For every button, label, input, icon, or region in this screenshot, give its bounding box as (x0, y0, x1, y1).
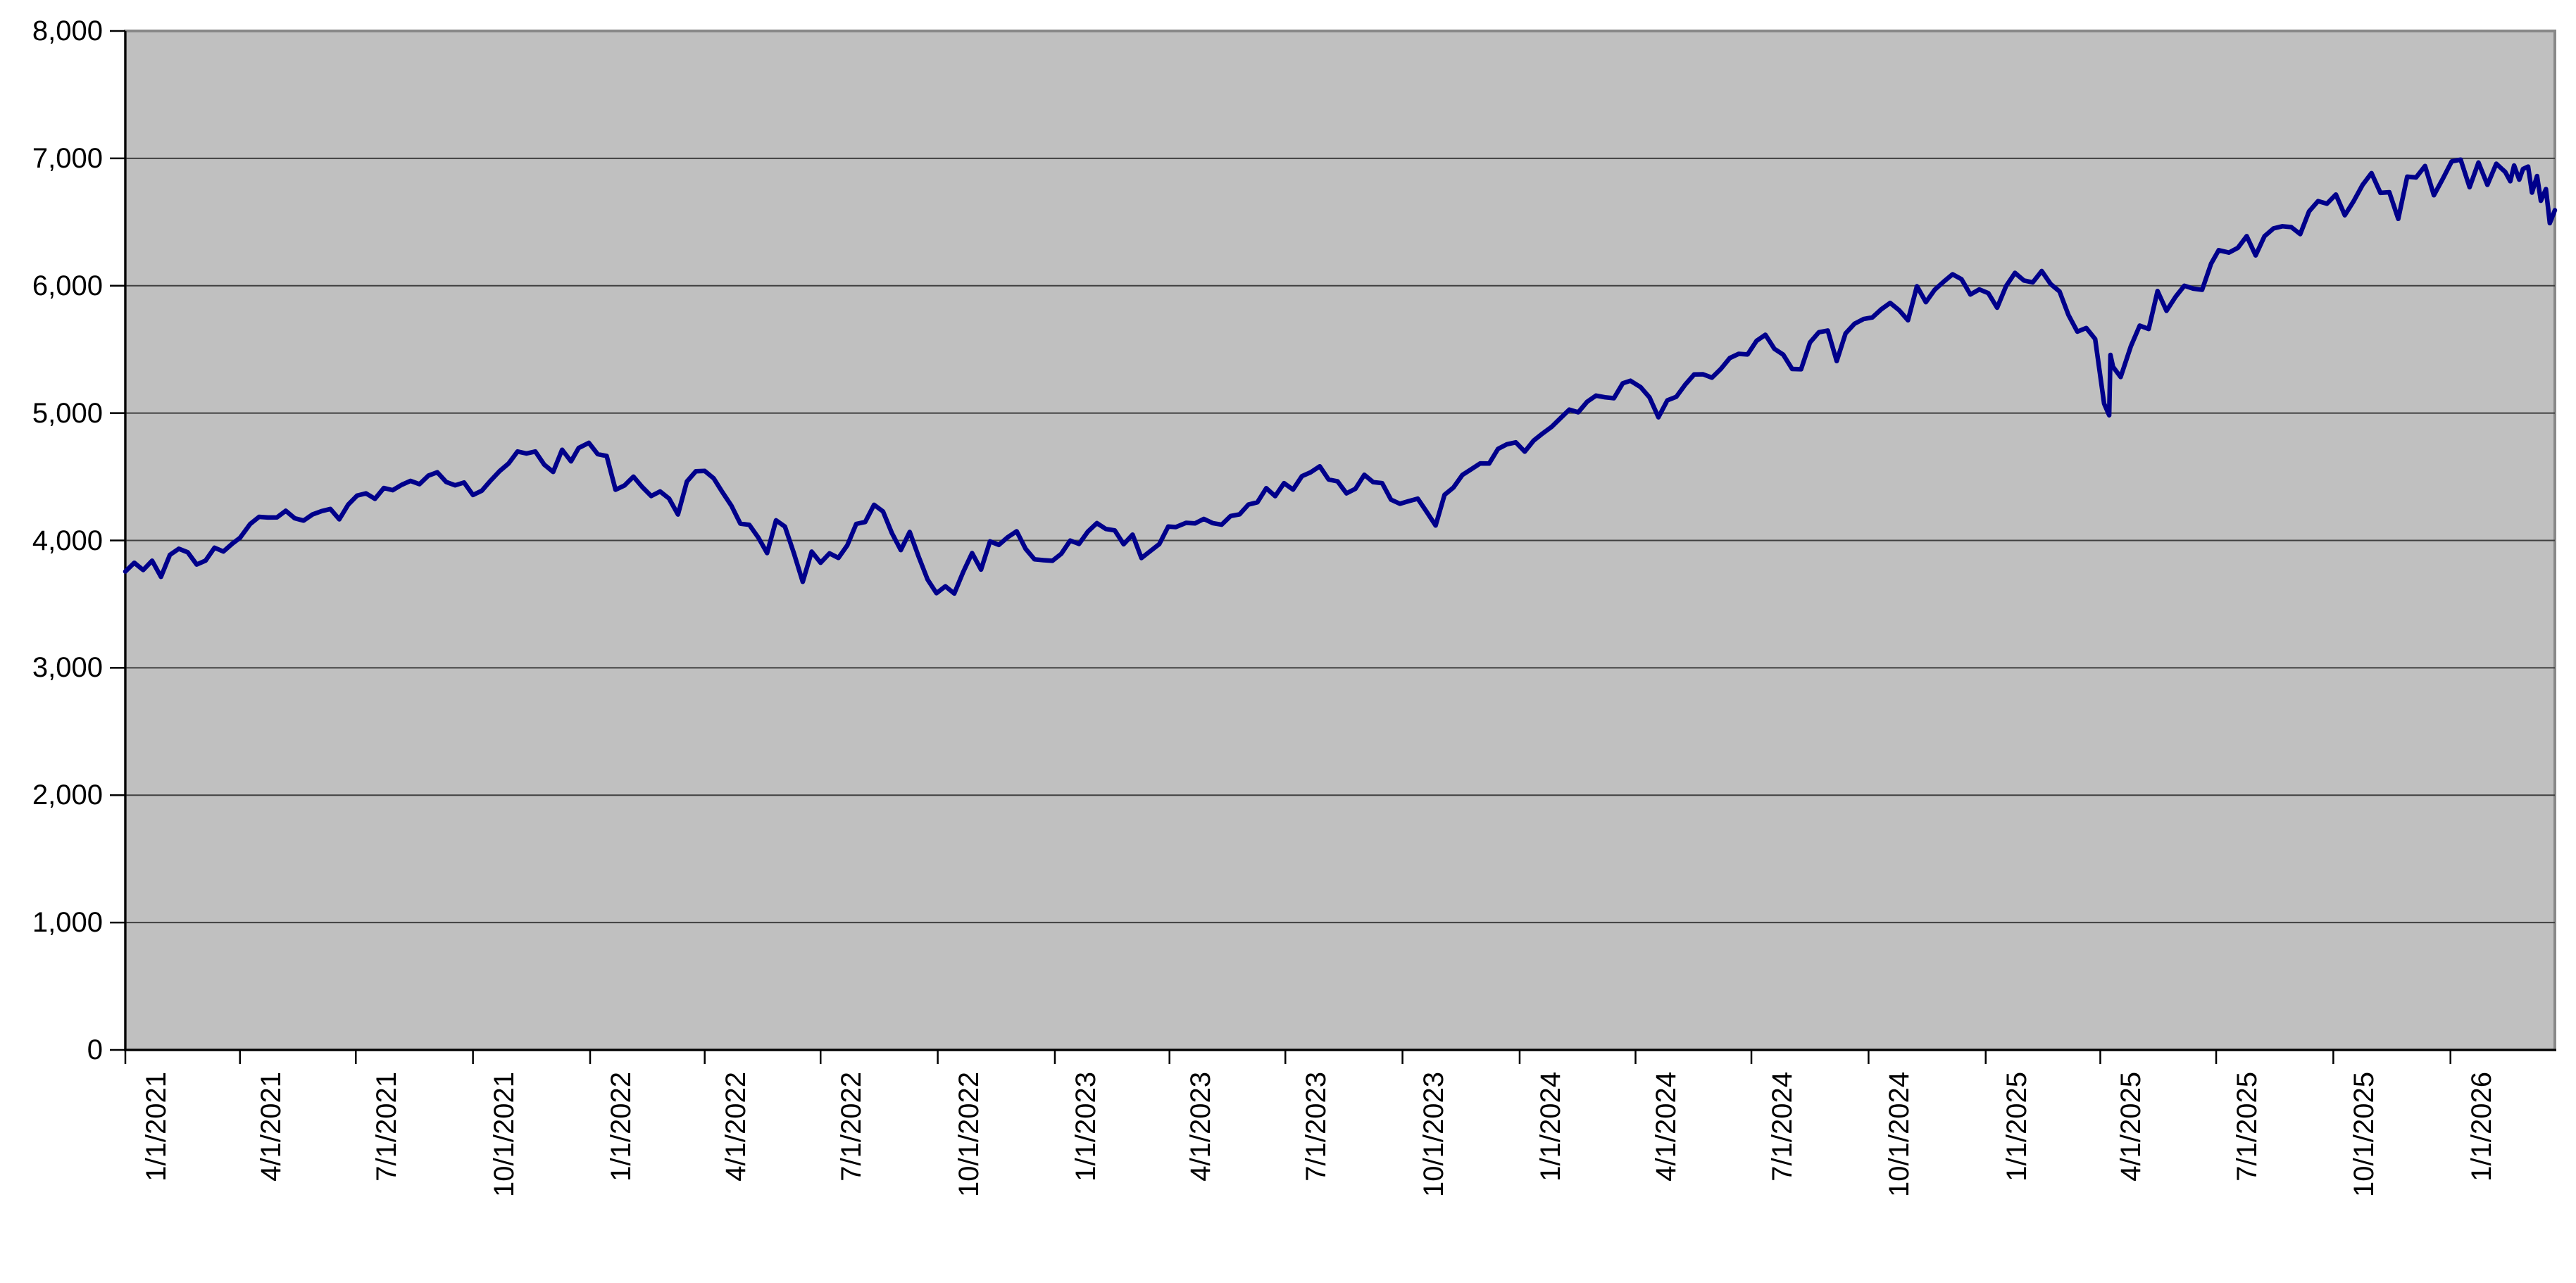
x-axis-tick-label: 7/1/2024 (1767, 1072, 1799, 1182)
y-axis-tick-label: 6,000 (32, 270, 103, 301)
x-axis-tick-label: 10/1/2023 (1418, 1072, 1449, 1197)
y-axis-tick-label: 3,000 (32, 652, 103, 684)
y-axis-tick-label: 8,000 (32, 15, 103, 46)
line-chart: 8,000 7,000 6,000 5,000 4,000 3,000 2,000 1,000… (32, 15, 2558, 1197)
x-axis-tick-label: 7/1/2023 (1301, 1072, 1332, 1182)
x-axis-tick-label: 7/1/2025 (2232, 1072, 2263, 1182)
x-axis-tick-label: 7/1/2022 (836, 1072, 868, 1182)
x-axis-tick-label: 10/1/2021 (488, 1072, 520, 1197)
y-axis-tick-label: 2,000 (32, 780, 103, 811)
x-axis-tick-label: 1/1/2022 (605, 1072, 637, 1182)
y-axis-tick-label: 1,000 (32, 907, 103, 939)
x-axis-tick-label: 1/1/2024 (1534, 1072, 1566, 1182)
y-axis-tick-label: 7,000 (32, 142, 103, 174)
chart-canvas (110, 30, 2558, 1064)
x-axis-tick-label: 7/1/2021 (371, 1072, 403, 1182)
x-axis-tick-label: 1/1/2025 (2001, 1072, 2032, 1182)
x-axis-tick-label: 4/1/2025 (2115, 1072, 2147, 1182)
x-axis-tick-label: 4/1/2021 (255, 1072, 287, 1182)
y-axis-tick-label: 4,000 (32, 525, 103, 556)
x-axis-tick-label: 10/1/2025 (2349, 1072, 2380, 1197)
price-line-series (123, 157, 2558, 596)
x-axis-tick-label: 10/1/2022 (953, 1072, 984, 1197)
x-axis-tick-label: 1/1/2023 (1070, 1072, 1101, 1182)
x-axis-tick-label: 4/1/2024 (1651, 1072, 1682, 1182)
x-axis-tick-label: 4/1/2022 (720, 1072, 751, 1182)
x-axis-tick-label: 1/1/2021 (141, 1072, 172, 1182)
x-axis-tick-label: 1/1/2026 (2465, 1072, 2497, 1182)
y-axis-tick-label: 5,000 (32, 397, 103, 429)
y-axis-tick-label: 0 (87, 1034, 103, 1065)
x-axis-tick-label: 4/1/2023 (1184, 1072, 1216, 1182)
x-axis-tick-label: 10/1/2024 (1884, 1072, 1915, 1197)
